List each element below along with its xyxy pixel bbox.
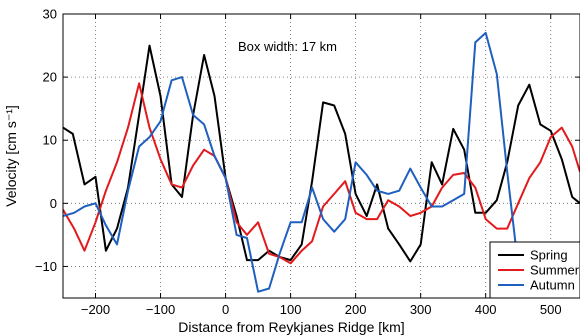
x-axis-label: Distance from Reykjanes Ridge [km] xyxy=(178,319,404,335)
series-lines xyxy=(63,31,580,293)
y-tick-label: −10 xyxy=(35,259,57,274)
x-tick-label: −200 xyxy=(81,302,110,317)
series-line-autumn xyxy=(63,31,580,293)
y-tick-label: 20 xyxy=(43,70,57,85)
y-tick-label: 10 xyxy=(43,133,57,148)
y-tick-label: 30 xyxy=(43,7,57,22)
series-line-spring xyxy=(63,44,580,263)
x-tick-label: 500 xyxy=(540,302,562,317)
y-tick-label: 0 xyxy=(50,196,57,211)
x-tick-label: 100 xyxy=(280,302,302,317)
x-tick-label: 200 xyxy=(345,302,367,317)
plot-frame xyxy=(62,13,580,299)
x-tick-label: 400 xyxy=(475,302,497,317)
y-axis-label: Velocity [cm s⁻¹] xyxy=(3,105,19,207)
x-tick-label: −100 xyxy=(146,302,175,317)
legend-label-spring: Spring xyxy=(530,248,568,263)
legend-label-summer: Summer xyxy=(530,263,580,278)
x-tick-label: 300 xyxy=(410,302,432,317)
legend-label-autumn: Autumn xyxy=(530,278,575,293)
series-line-summer xyxy=(63,82,580,265)
x-tick-label: 0 xyxy=(222,302,229,317)
box-width-annotation: Box width: 17 km xyxy=(238,39,337,54)
